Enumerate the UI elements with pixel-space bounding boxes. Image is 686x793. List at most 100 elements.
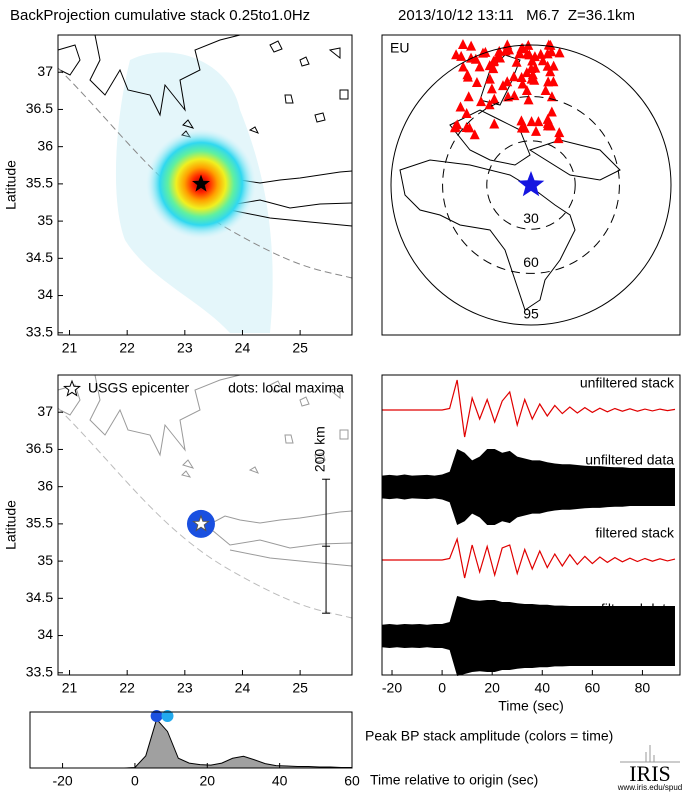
legend-star (63, 379, 81, 397)
station (523, 94, 534, 105)
trace-label: filtered stack (595, 525, 675, 541)
event: 2013/10/12 13:11 M6.7 Z=36.1km (398, 7, 635, 24)
amplitude-label: Peak BP stack amplitude (colors = time) (365, 728, 613, 744)
x-tick-label: 22 (119, 680, 135, 696)
station (492, 51, 503, 62)
epicenter (517, 171, 545, 197)
distance-ring (442, 96, 620, 274)
globe-land (399, 54, 621, 311)
trace-label: unfiltered stack (580, 375, 675, 391)
station (516, 122, 527, 133)
distance-label: 60 (523, 254, 539, 270)
x-tick-label: 25 (292, 340, 308, 356)
x-tick-label: 21 (62, 340, 78, 356)
axes-frame (381, 374, 681, 676)
y-tick-label: 34.5 (26, 249, 53, 265)
scale-label: 200 km (312, 426, 328, 472)
coastline (57, 374, 353, 567)
data-band (382, 596, 675, 676)
station (537, 55, 548, 66)
distance-ring (486, 140, 576, 230)
station (486, 83, 497, 94)
iris-logo (620, 745, 680, 763)
stack-trace (382, 379, 676, 438)
station (554, 47, 565, 58)
station (542, 60, 553, 71)
station (509, 90, 520, 101)
maximum-dot (161, 710, 174, 722)
station (484, 73, 495, 84)
y-tick-label: 37 (37, 63, 53, 79)
station (517, 42, 528, 53)
axes-frame (57, 374, 353, 676)
y-axis-label: Latitude (3, 160, 19, 210)
amplitude-area (37, 719, 352, 768)
x-tick-label: 0 (438, 680, 446, 696)
network-label: EU (390, 40, 409, 56)
y-tick-label: 35.5 (26, 175, 53, 191)
station (522, 48, 533, 59)
x-tick-label: 25 (292, 680, 308, 696)
station (458, 61, 469, 72)
station (546, 106, 557, 117)
legend-label: USGS epicenter (88, 380, 189, 396)
distance-ring (390, 44, 672, 326)
station (526, 116, 537, 127)
x-tick-label: 40 (272, 773, 288, 789)
x-tick-label: -20 (52, 773, 72, 789)
x-tick-label: 0 (131, 773, 139, 789)
station (511, 56, 522, 67)
station (461, 108, 472, 119)
epicenter (192, 514, 210, 532)
station (527, 55, 538, 66)
station (508, 71, 519, 82)
y-tick-label: 36 (37, 477, 53, 493)
y-tick-label: 36 (37, 137, 53, 153)
station (533, 116, 544, 127)
x-tick-label: 60 (344, 773, 360, 789)
station (546, 91, 557, 102)
station (471, 77, 482, 88)
station (457, 39, 468, 50)
station (489, 118, 500, 129)
station (466, 40, 477, 51)
distance-label: 30 (523, 210, 539, 226)
y-tick-label: 34 (37, 286, 53, 302)
station (455, 101, 466, 112)
maximum-dot (150, 710, 163, 722)
x-tick-label: 20 (484, 680, 500, 696)
x-axis-label: Time (sec) (498, 698, 564, 714)
trace-label: unfiltered data (585, 452, 674, 468)
x-tick-label: 24 (235, 340, 251, 356)
title: BackProjection cumulative stack 0.25to1.… (10, 7, 310, 24)
y-tick-label: 35.5 (26, 515, 53, 531)
logo-name: IRIS (629, 761, 671, 786)
station (484, 99, 495, 110)
station (502, 76, 513, 87)
station (542, 120, 553, 131)
station (545, 66, 556, 77)
stack-trace (382, 536, 676, 579)
y-tick-label: 33.5 (26, 663, 53, 679)
station (474, 61, 485, 72)
station (461, 121, 472, 132)
station (451, 49, 462, 60)
y-tick-label: 35 (37, 552, 53, 568)
station (554, 127, 565, 138)
x-tick-label: 20 (199, 773, 215, 789)
x-tick-label: 23 (177, 340, 193, 356)
station (546, 46, 557, 57)
x-tick-label: 40 (534, 680, 550, 696)
axes-frame (29, 711, 353, 769)
axes-frame (381, 34, 681, 336)
y-tick-label: 36.5 (26, 440, 53, 456)
y-tick-label: 34.5 (26, 589, 53, 605)
station (527, 69, 538, 80)
station (469, 129, 480, 140)
station (470, 53, 481, 64)
x-tick-label: 24 (235, 680, 251, 696)
x-tick-label: 80 (635, 680, 651, 696)
station (526, 62, 537, 73)
station (452, 119, 463, 130)
